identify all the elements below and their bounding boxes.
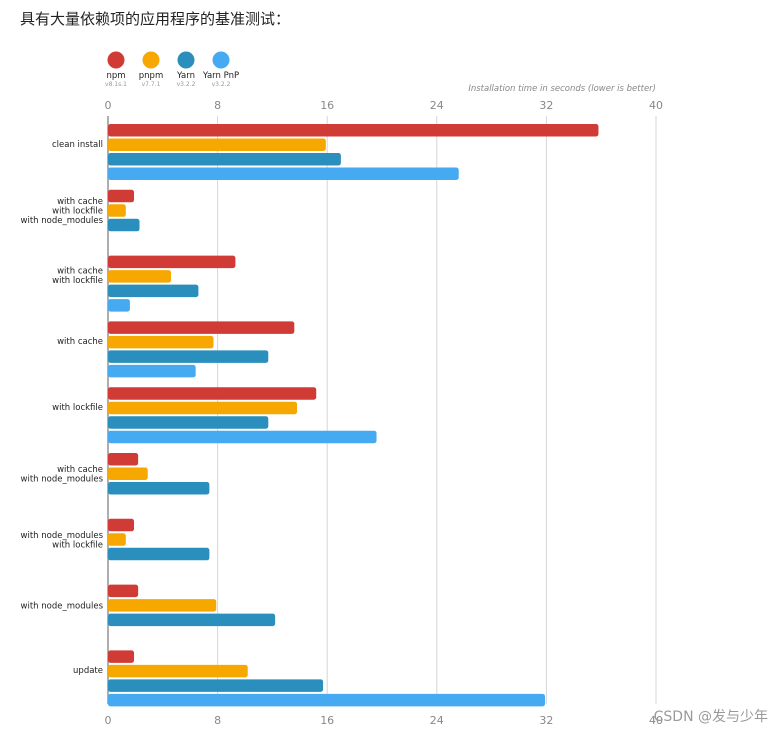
category-label: with node_modules (21, 531, 104, 541)
category-label: with lockfile (52, 207, 103, 217)
top-tick-label: 32 (539, 99, 553, 112)
legend-swatch (177, 51, 195, 69)
axis-title: Installation time in seconds (lower is b… (468, 84, 656, 94)
legend-version: v3.2.2 (177, 81, 196, 88)
legend-version: v8.1s.1 (105, 81, 127, 88)
bar-pnpm (108, 664, 248, 678)
page-heading: 具有大量依赖项的应用程序的基准测试： (20, 10, 291, 28)
bar-pnpm (108, 599, 217, 612)
bar-yarn (108, 613, 276, 627)
bottom-tick-label: 0 (105, 714, 112, 727)
category-label: with lockfile (52, 403, 103, 413)
category-label: with lockfile (52, 276, 103, 286)
bar-yarn (108, 416, 269, 429)
bar-yarn-pnp (108, 364, 196, 378)
bar-npm (108, 518, 135, 532)
legend-name: pnpm (139, 71, 163, 81)
bar-npm (108, 387, 317, 400)
bar-pnpm (108, 204, 126, 217)
category-label: with lockfile (52, 540, 103, 550)
bottom-tick-label: 32 (539, 714, 553, 727)
legend-swatch (142, 51, 160, 69)
bar-yarn-pnp (108, 167, 459, 180)
bar-pnpm (108, 467, 148, 480)
legend-version: v3.2.2 (212, 81, 231, 88)
bar-npm (108, 321, 295, 334)
category-label: update (73, 666, 103, 676)
bar-yarn (108, 547, 210, 561)
legend-name: npm (106, 71, 125, 81)
legend-name: Yarn PnP (202, 71, 239, 81)
bar-npm (108, 124, 599, 137)
category-label: with node_modules (21, 601, 104, 611)
top-tick-label: 16 (320, 99, 334, 112)
top-tick-label: 40 (649, 99, 663, 112)
top-tick-label: 0 (105, 99, 112, 112)
category-label: clean install (52, 140, 103, 150)
bar-yarn-pnp (108, 693, 546, 707)
legend-version: v7.7.1 (142, 81, 161, 88)
legend-name: Yarn (176, 71, 195, 81)
legend-swatch (212, 51, 230, 69)
bar-pnpm (108, 335, 214, 349)
bar-pnpm (108, 401, 298, 415)
bar-npm (108, 584, 139, 598)
category-label: with node_modules (21, 216, 104, 226)
bar-yarn (108, 218, 140, 232)
bar-npm (108, 189, 135, 203)
bar-pnpm (108, 138, 326, 151)
top-tick-label: 8 (214, 99, 221, 112)
category-label: with cache (57, 197, 103, 207)
chart-bars (108, 124, 599, 707)
category-label: with cache (57, 337, 103, 347)
legend-swatch (107, 51, 125, 69)
bottom-tick-label: 16 (320, 714, 334, 727)
bar-yarn (108, 482, 210, 495)
bar-yarn (108, 679, 324, 692)
bar-npm (108, 255, 236, 269)
bar-yarn (108, 153, 341, 166)
bar-yarn-pnp (108, 430, 377, 444)
watermark: CSDN @发与少年 (653, 709, 768, 725)
bar-npm (108, 650, 135, 663)
bottom-tick-label: 24 (430, 714, 444, 727)
bottom-tick-label: 40 (649, 714, 663, 727)
bar-yarn (108, 350, 269, 363)
bar-pnpm (108, 533, 126, 546)
bar-pnpm (108, 270, 172, 283)
bar-yarn-pnp (108, 299, 130, 312)
category-label: with node_modules (21, 475, 104, 485)
category-label: with cache (57, 267, 103, 277)
tick-labels: 0 0 8 8 16 16 24 24 32 32 40 40 (105, 99, 664, 727)
bar-yarn (108, 284, 199, 298)
category-label: with cache (57, 465, 103, 475)
top-tick-label: 24 (430, 99, 444, 112)
bar-npm (108, 453, 139, 466)
bottom-tick-label: 8 (214, 714, 221, 727)
